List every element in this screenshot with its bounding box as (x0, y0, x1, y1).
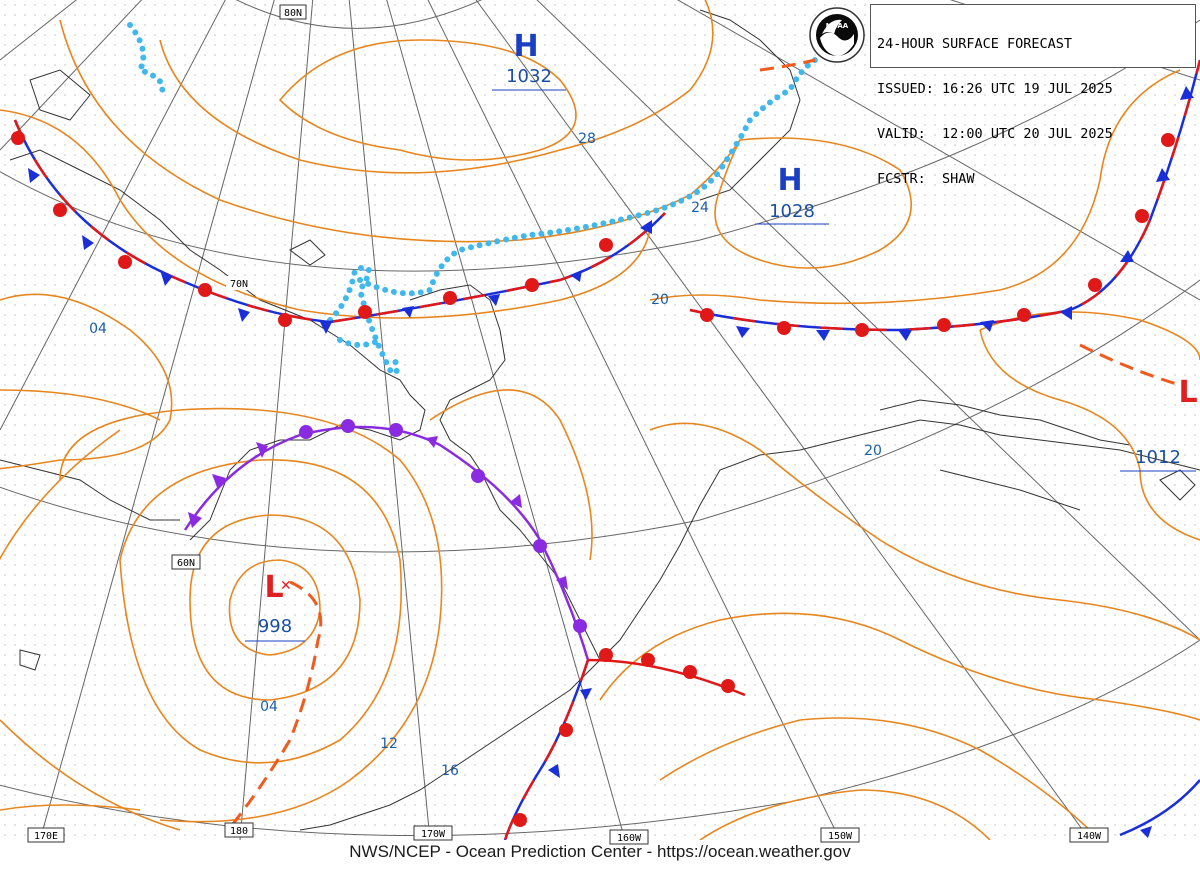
isobar-label: 04 (89, 321, 107, 337)
svg-text:150W: 150W (828, 831, 853, 842)
coastlines (0, 9, 1200, 831)
low-998: L ✕ 998 (245, 570, 305, 642)
low-1012: L 1012 (1120, 375, 1198, 472)
svg-text:80N: 80N (284, 8, 302, 19)
lat-label-80n: 80N (279, 4, 307, 20)
high-1028: H 1028 (755, 163, 829, 225)
noaa-logo-icon: NOAA (809, 7, 865, 63)
low-value: 1012 (1135, 447, 1181, 468)
logo-text: NOAA (826, 22, 849, 30)
svg-text:180: 180 (230, 826, 248, 837)
front-symbols-east (700, 86, 1194, 341)
low-center-cross: ✕ (280, 578, 292, 594)
isobar-label: 16 (441, 763, 459, 779)
forecaster-value: SHAW (942, 171, 975, 187)
valid-label: VALID: (877, 126, 926, 142)
isobar-label: 04 (260, 699, 278, 715)
svg-text:160W: 160W (617, 833, 642, 844)
isobar-label: 12 (380, 736, 398, 752)
lon-label-150w: 150W (820, 827, 860, 843)
svg-text:70N: 70N (230, 279, 248, 290)
issued-value: 16:26 UTC 19 JUL 2025 (942, 81, 1113, 97)
lat-label-70n: 70N (226, 276, 252, 290)
front-warm-se (587, 648, 746, 697)
forecaster-label: FCSTR: (877, 171, 926, 187)
isobar-label: 20 (651, 292, 669, 308)
svg-text:60N: 60N (177, 558, 195, 569)
latitude-labels: 80N 70N 60N (171, 4, 307, 570)
issued-label: ISSUED: (877, 81, 934, 97)
lon-label-170w: 170W (413, 825, 453, 841)
lon-label-170e: 170E (27, 827, 65, 843)
front-cold-bottom-right (1119, 779, 1200, 838)
isobar-label: 28 (578, 131, 596, 147)
product-title: 24-HOUR SURFACE FORECAST (877, 36, 1073, 52)
forecast-info-box: 24-HOUR SURFACE FORECAST ISSUED: 16:26 U… (870, 4, 1196, 187)
forecaster-row: FCSTR: SHAW (877, 172, 1189, 187)
front-cold-south (503, 659, 592, 840)
svg-text:140W: 140W (1077, 831, 1102, 842)
low-value: 998 (258, 616, 292, 637)
front-symbols-west (11, 131, 652, 334)
valid-row: VALID: 12:00 UTC 20 JUL 2025 (877, 127, 1189, 142)
low-letter: L (264, 570, 283, 605)
front-occluded (183, 419, 590, 661)
high-value: 1028 (769, 201, 815, 222)
isobar-label: 20 (864, 443, 882, 459)
low-letter: L (1178, 375, 1197, 410)
isobar-label: 24 (691, 200, 709, 216)
isobar-labels: 28 24 20 04 20 04 12 16 (89, 131, 882, 779)
lat-label-60n: 60N (171, 554, 201, 570)
lon-label-160w: 160W (609, 829, 649, 845)
svg-text:170E: 170E (34, 831, 58, 842)
troughs (230, 58, 1181, 826)
high-value: 1032 (506, 66, 552, 87)
ice-edge (127, 22, 818, 377)
lon-label-140w: 140W (1069, 827, 1109, 843)
high-letter: H (777, 163, 802, 198)
lon-label-180: 180 (224, 822, 254, 838)
longitude-labels: 170E 180 170W 160W 150W 140W (27, 822, 1109, 845)
footer-credit: NWS/NCEP - Ocean Prediction Center - htt… (349, 842, 851, 861)
issued-row: ISSUED: 16:26 UTC 19 JUL 2025 (877, 82, 1189, 97)
svg-text:170W: 170W (421, 829, 446, 840)
valid-value: 12:00 UTC 20 JUL 2025 (942, 126, 1113, 142)
high-letter: H (513, 29, 538, 64)
high-1032: H 1032 (492, 29, 566, 91)
